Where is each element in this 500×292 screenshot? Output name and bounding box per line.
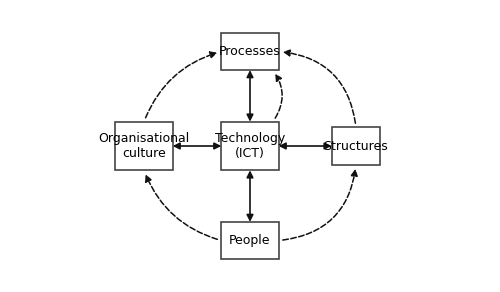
FancyArrowPatch shape xyxy=(284,50,356,123)
FancyArrowPatch shape xyxy=(146,176,218,239)
Text: Structures: Structures xyxy=(324,140,388,152)
Text: Organisational
culture: Organisational culture xyxy=(98,132,190,160)
FancyBboxPatch shape xyxy=(332,127,380,165)
FancyBboxPatch shape xyxy=(222,33,278,70)
Text: Technology
(ICT): Technology (ICT) xyxy=(215,132,285,160)
FancyArrowPatch shape xyxy=(283,171,357,240)
Text: Processes: Processes xyxy=(219,45,281,58)
FancyBboxPatch shape xyxy=(222,122,278,170)
FancyBboxPatch shape xyxy=(222,222,278,259)
FancyArrowPatch shape xyxy=(146,52,216,118)
Text: People: People xyxy=(229,234,271,247)
FancyArrowPatch shape xyxy=(275,75,282,118)
FancyBboxPatch shape xyxy=(116,122,172,170)
